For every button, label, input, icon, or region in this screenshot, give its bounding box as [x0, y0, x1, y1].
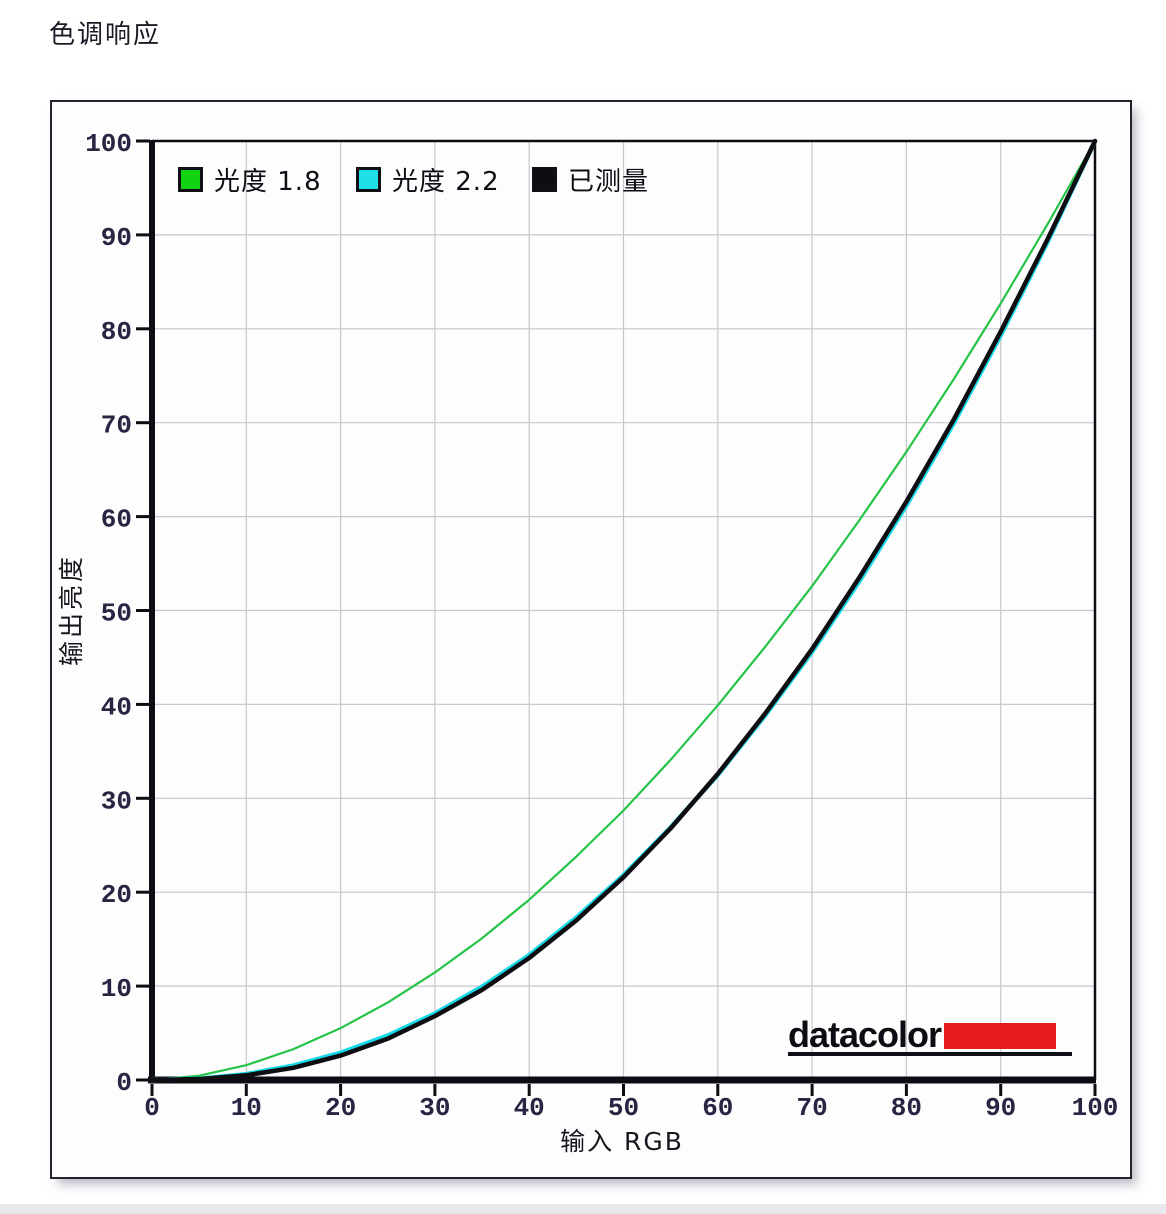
- x-tick-label: 0: [144, 1093, 160, 1123]
- measured-swatch: [532, 166, 557, 192]
- x-tick-label: 60: [702, 1093, 733, 1123]
- y-tick-label: 50: [101, 599, 132, 629]
- curve-0: [150, 139, 1097, 1082]
- page-title: 色调响应: [49, 20, 162, 50]
- axes: [148, 139, 1097, 1084]
- x-tick-label: 80: [891, 1093, 922, 1123]
- y-tick-label: 70: [101, 411, 132, 441]
- x-tick-label: 10: [231, 1093, 262, 1123]
- chart-panel: 0 10 20 30 40 50 60 70 80 90 100 0 10 20 30 40 50 60 70 80 9…: [50, 100, 1132, 1179]
- x-tick-label: 70: [796, 1093, 827, 1123]
- gamma-2-2-swatch: [356, 166, 381, 192]
- datacolor-logo-text: datacolor: [788, 1014, 942, 1055]
- x-tick-label: 50: [608, 1093, 639, 1123]
- y-tick-label: 20: [101, 880, 132, 910]
- gamma-1-8-label: 光度 1.8: [214, 166, 322, 197]
- footer-strip: [0, 1204, 1166, 1214]
- x-tick-label: 90: [985, 1093, 1016, 1123]
- y-tick-label: 10: [101, 974, 132, 1004]
- y-tick-label: 100: [85, 129, 132, 159]
- x-tick-label: 100: [1072, 1093, 1119, 1123]
- datacolor-logo: datacolor: [788, 1014, 1072, 1056]
- gridlines: [152, 141, 1095, 1080]
- y-axis-title: 输出亮度: [57, 554, 86, 666]
- x-tick-label: 30: [419, 1093, 450, 1123]
- legend-item-gamma-2-2: 光度 2.2: [356, 164, 500, 197]
- gamma-1-8-swatch: [178, 166, 203, 192]
- legend-item-gamma-1-8: 光度 1.8: [178, 164, 322, 197]
- legend-item-measured: 已测量: [532, 164, 649, 197]
- y-tick-label: 60: [101, 505, 132, 535]
- x-tick-label: 40: [514, 1093, 545, 1123]
- tick-labels: 0 10 20 30 40 50 60 70 80 90 100 0 10 20 30 40 50 60 70 80 9…: [85, 129, 1118, 1123]
- curve-2: [149, 138, 1098, 1083]
- datacolor-red-bar: [944, 1022, 1057, 1049]
- y-tick-label: 80: [101, 317, 132, 347]
- tone-response-chart: 0 10 20 30 40 50 60 70 80 90 100 0 10 20 30 40 50 60 70 80 9…: [57, 129, 1118, 1156]
- y-tick-label: 30: [101, 786, 132, 816]
- y-tick-label: 0: [116, 1068, 132, 1098]
- gamma-2-2-label: 光度 2.2: [392, 166, 500, 197]
- curves: [149, 138, 1098, 1083]
- x-axis-title: 输入 RGB: [560, 1127, 684, 1156]
- measured-label: 已测量: [568, 166, 650, 197]
- y-tick-label: 90: [101, 223, 132, 253]
- x-tick-label: 20: [325, 1093, 356, 1123]
- y-tick-label: 40: [101, 692, 132, 722]
